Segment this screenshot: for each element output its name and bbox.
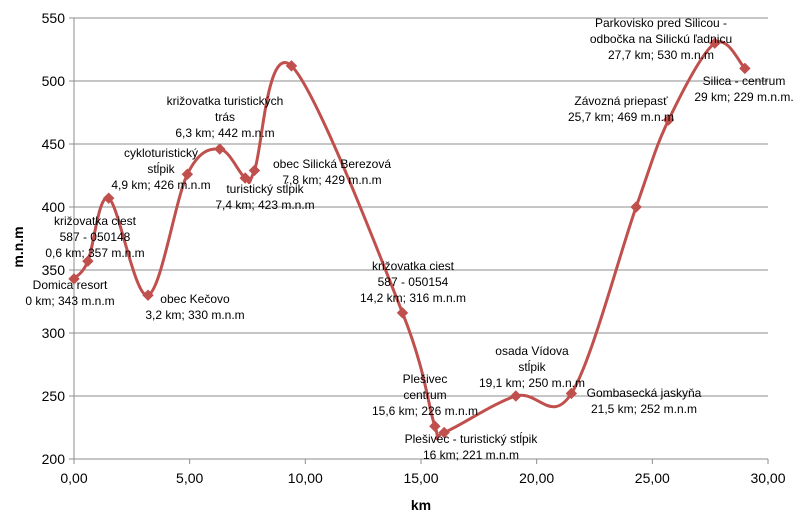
y-tick-label: 250 xyxy=(42,388,66,404)
point-annotation: turistický stĺpik 7,4 km; 423 m.n.m xyxy=(215,181,314,212)
data-point-marker xyxy=(510,390,522,402)
point-annotation: osada Vídova stĺpik 19,1 km; 250 m.n.m xyxy=(479,344,585,390)
data-point-marker xyxy=(565,387,578,400)
data-point-marker xyxy=(102,192,115,204)
annotation-line: 14,2 km; 316 m.n.m xyxy=(360,291,466,305)
point-annotation: križovatka ciest 587 - 050154 14,2 km; 316… xyxy=(360,259,466,305)
y-tick-label: 500 xyxy=(42,73,66,89)
y-tick-label: 300 xyxy=(42,325,66,341)
point-annotation: križovatka turistických trás 6,3 km; 442 m… xyxy=(167,94,284,140)
annotation-line: obec Silická Berezová xyxy=(273,157,391,171)
data-point-marker xyxy=(181,168,194,180)
annotation-line: križovatka ciest xyxy=(54,214,137,228)
point-annotation: cykloturistický stĺpik 4,9 km; 426 m.n.m xyxy=(111,146,210,192)
y-tick-label: 400 xyxy=(42,199,66,215)
axis-layer: 200 250 300 350 400 450 500 550 0,00 5,00 10,00 15,… xyxy=(42,10,786,486)
data-point-marker xyxy=(142,289,154,301)
annotation-layer: Domica resort 0 km; 343 m.n.m križovatka c… xyxy=(25,16,793,462)
annotation-line: 6,3 km; 442 m.n.m xyxy=(175,126,274,140)
annotation-line: 21,5 km; 252 m.n.m xyxy=(591,402,697,416)
point-annotation: križovatka ciest 587 - 050148 0,6 km; 357 … xyxy=(45,214,144,260)
point-annotation: Domica resort 0 km; 343 m.n.m xyxy=(25,278,114,308)
data-point-marker xyxy=(396,307,409,319)
data-point-marker xyxy=(82,255,94,267)
annotation-line: 0,6 km; 357 m.n.m xyxy=(45,246,144,260)
annotation-line: 4,9 km; 426 m.n.m xyxy=(111,178,210,192)
annotation-line: Závozná priepasť xyxy=(574,94,668,108)
annotation-line: 27,7 km; 530 m.n.m xyxy=(608,48,714,62)
annotation-line: 587 - 050148 xyxy=(60,230,131,244)
y-axis-title: m.n.m xyxy=(10,226,26,267)
data-point-marker xyxy=(662,114,675,126)
y-tick-label: 450 xyxy=(42,136,66,152)
annotation-line: cykloturistický xyxy=(124,146,198,160)
annotation-line: Domica resort xyxy=(33,278,108,292)
annotation-line: centrum xyxy=(403,388,446,402)
annotation-line: Plešivec - turistický stĺpik xyxy=(405,431,539,446)
x-tick-label: 30,00 xyxy=(750,470,785,486)
x-tick-label: 15,00 xyxy=(403,470,438,486)
annotation-line: 3,2 km; 330 m.n.m xyxy=(145,308,244,322)
point-annotation: Plešivec centrum 15,6 km; 226 m.n.m xyxy=(372,372,478,418)
annotation-line: obec Kečovo xyxy=(160,292,230,306)
data-point-marker xyxy=(68,273,80,285)
annotation-line: stĺpik xyxy=(147,161,175,176)
marker-layer xyxy=(68,37,751,439)
point-annotation: Gombasecká jaskyňa 21,5 km; 252 m.n.m xyxy=(587,386,702,416)
y-tick-label: 350 xyxy=(42,262,66,278)
annotation-line: 7,8 km; 429 m.n.m xyxy=(282,173,381,187)
annotation-line: trás xyxy=(215,110,235,124)
data-point-marker xyxy=(438,426,450,439)
point-annotation: obec Kečovo 3,2 km; 330 m.n.m xyxy=(145,292,244,322)
data-point-marker xyxy=(285,60,298,72)
x-tick-label: 5,00 xyxy=(176,470,203,486)
annotation-line: osada Vídova xyxy=(495,344,569,358)
annotation-line: 15,6 km; 226 m.n.m xyxy=(372,404,478,418)
annotation-line: turistický stĺpik xyxy=(226,181,304,196)
grid-layer xyxy=(74,17,768,460)
data-point-marker xyxy=(739,62,751,75)
annotation-line: Plešivec xyxy=(403,372,448,386)
annotation-line: Gombasecká jaskyňa xyxy=(587,386,702,400)
y-tick-label: 550 xyxy=(42,10,66,26)
data-point-marker xyxy=(248,164,261,177)
point-annotation: Parkovisko pred Silicou - odbočka na Sili… xyxy=(590,16,732,62)
data-point-marker xyxy=(429,420,441,432)
annotation-line: odbočka na Silickú ľadnicu xyxy=(590,32,732,46)
annotation-line: Parkovisko pred Silicou - xyxy=(595,16,727,30)
x-tick-label: 10,00 xyxy=(288,470,323,486)
annotation-line: 19,1 km; 250 m.n.m xyxy=(479,376,585,390)
point-annotation: Silica - centrum 29 km; 229 m.n.m. xyxy=(694,74,793,104)
annotation-line: križovatka turistických xyxy=(167,94,284,108)
annotation-line: križovatka ciest xyxy=(372,259,455,273)
annotation-line: 7,4 km; 423 m.n.m xyxy=(215,198,314,212)
x-tick-label: 25,00 xyxy=(635,470,670,486)
annotation-line: 587 - 050154 xyxy=(378,275,449,289)
x-tick-label: 0,00 xyxy=(60,470,87,486)
data-point-marker xyxy=(214,143,226,155)
x-axis-title: km xyxy=(411,497,431,513)
point-annotation: obec Silická Berezová 7,8 km; 429 m.n.m xyxy=(273,157,391,187)
data-point-marker xyxy=(239,172,251,184)
annotation-line: 25,7 km; 469 m.n.m xyxy=(568,110,674,124)
data-point-marker xyxy=(630,201,642,213)
annotation-line: 29 km; 229 m.n.m. xyxy=(694,90,793,104)
annotation-line: 0 km; 343 m.n.m xyxy=(25,294,114,308)
y-tick-label: 200 xyxy=(42,451,66,467)
point-annotation: Závozná priepasť 25,7 km; 469 m.n.m xyxy=(568,94,674,124)
point-annotation: Plešivec - turistický stĺpik 16 km; 221 m… xyxy=(405,431,539,462)
annotation-line: Silica - centrum xyxy=(703,74,786,88)
annotation-line: stĺpik xyxy=(518,359,546,374)
data-point-marker xyxy=(709,37,721,49)
annotation-line: 16 km; 221 m.n.m xyxy=(423,448,519,462)
x-tick-label: 20,00 xyxy=(519,470,554,486)
